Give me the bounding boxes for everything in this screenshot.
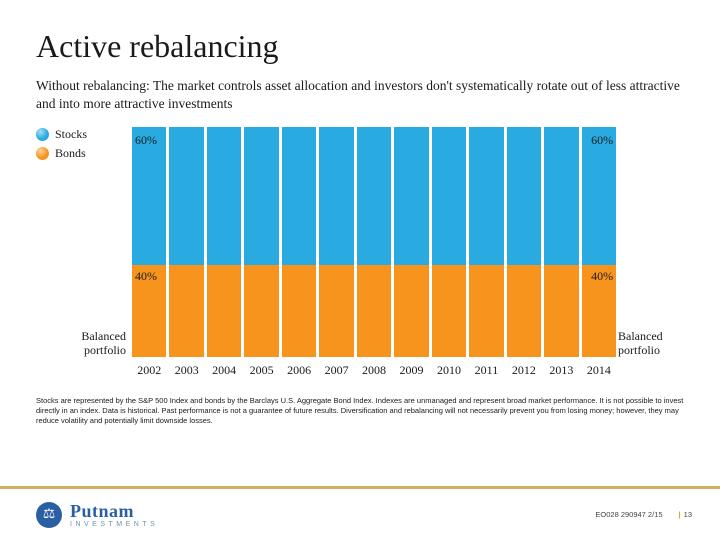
bar-2010 xyxy=(432,127,466,357)
legend-bonds-label: Bonds xyxy=(55,146,86,161)
bar-2004 xyxy=(207,127,241,357)
xaxis-tick: 2010 xyxy=(432,363,466,378)
footer: ⚖ Putnam INVESTMENTS EO028 290947 2/15 |… xyxy=(0,486,720,540)
xaxis-tick: 2002 xyxy=(132,363,166,378)
bar-bonds xyxy=(507,265,541,357)
allocation-chart: Stocks Bonds Balancedportfolio 60%40%60%… xyxy=(36,127,684,357)
bar-2008 xyxy=(357,127,391,357)
xaxis-tick: 2004 xyxy=(207,363,241,378)
xaxis-tick: 2011 xyxy=(469,363,503,378)
right-side-label: Balancedportfolio xyxy=(618,329,663,358)
bar-2003 xyxy=(169,127,203,357)
brand-sub: INVESTMENTS xyxy=(70,521,158,528)
bar-stocks xyxy=(282,127,316,265)
xaxis-tick: 2009 xyxy=(394,363,428,378)
bar-2013 xyxy=(544,127,578,357)
xaxis-tick: 2014 xyxy=(582,363,616,378)
bar-bonds xyxy=(282,265,316,357)
bar-2006 xyxy=(282,127,316,357)
bonds-swatch-icon xyxy=(36,147,49,160)
bar-2011 xyxy=(469,127,503,357)
legend-stocks: Stocks xyxy=(36,127,132,142)
bar-bonds xyxy=(319,265,353,357)
bar-stocks xyxy=(394,127,428,265)
bar-bonds xyxy=(394,265,428,357)
bar-stocks xyxy=(469,127,503,265)
page-title: Active rebalancing xyxy=(36,28,684,65)
bar-stocks xyxy=(507,127,541,265)
bar-stocks xyxy=(207,127,241,265)
value-label: 60% xyxy=(591,133,613,148)
bar-2012 xyxy=(507,127,541,357)
subtitle: Without rebalancing: The market controls… xyxy=(36,77,684,113)
legend-bonds: Bonds xyxy=(36,146,132,161)
bar-2007 xyxy=(319,127,353,357)
bar-bonds xyxy=(169,265,203,357)
bar-stocks: 60% xyxy=(132,127,166,265)
xaxis-tick: 2007 xyxy=(319,363,353,378)
left-side-label: Balancedportfolio xyxy=(81,329,126,358)
disclaimer-text: Stocks are represented by the S&P 500 In… xyxy=(36,396,684,425)
xaxis-tick: 2008 xyxy=(357,363,391,378)
bar-bonds xyxy=(357,265,391,357)
bar-bonds: 40% xyxy=(582,265,616,357)
xaxis-tick: 2006 xyxy=(282,363,316,378)
brand-name: Putnam xyxy=(70,501,158,522)
xaxis-tick: 2005 xyxy=(244,363,278,378)
bar-bonds xyxy=(207,265,241,357)
bar-bonds xyxy=(432,265,466,357)
bar-bonds xyxy=(469,265,503,357)
value-label: 60% xyxy=(135,133,157,148)
bar-stocks: 60% xyxy=(582,127,616,265)
bar-2005 xyxy=(244,127,278,357)
value-label: 40% xyxy=(591,269,613,284)
stocks-swatch-icon xyxy=(36,128,49,141)
page-number: |13 xyxy=(679,510,692,519)
bar-stocks xyxy=(169,127,203,265)
bar-2009 xyxy=(394,127,428,357)
bar-2002: 60% 40% xyxy=(132,127,166,357)
xaxis-tick: 2003 xyxy=(169,363,203,378)
bar-stocks xyxy=(544,127,578,265)
bar-stocks xyxy=(319,127,353,265)
xaxis-tick: 2013 xyxy=(544,363,578,378)
bar-2014: 60% 40% xyxy=(582,127,616,357)
xaxis-tick: 2012 xyxy=(507,363,541,378)
value-label: 40% xyxy=(135,269,157,284)
bar-bonds xyxy=(244,265,278,357)
brand: ⚖ Putnam INVESTMENTS xyxy=(36,501,158,528)
brand-logo-icon: ⚖ xyxy=(36,502,62,528)
bar-bonds: 40% xyxy=(132,265,166,357)
bar-stocks xyxy=(244,127,278,265)
bar-stocks xyxy=(357,127,391,265)
bar-stocks xyxy=(432,127,466,265)
bar-bonds xyxy=(544,265,578,357)
legend-stocks-label: Stocks xyxy=(55,127,87,142)
footer-code: EO028 290947 2/15 xyxy=(595,510,662,519)
